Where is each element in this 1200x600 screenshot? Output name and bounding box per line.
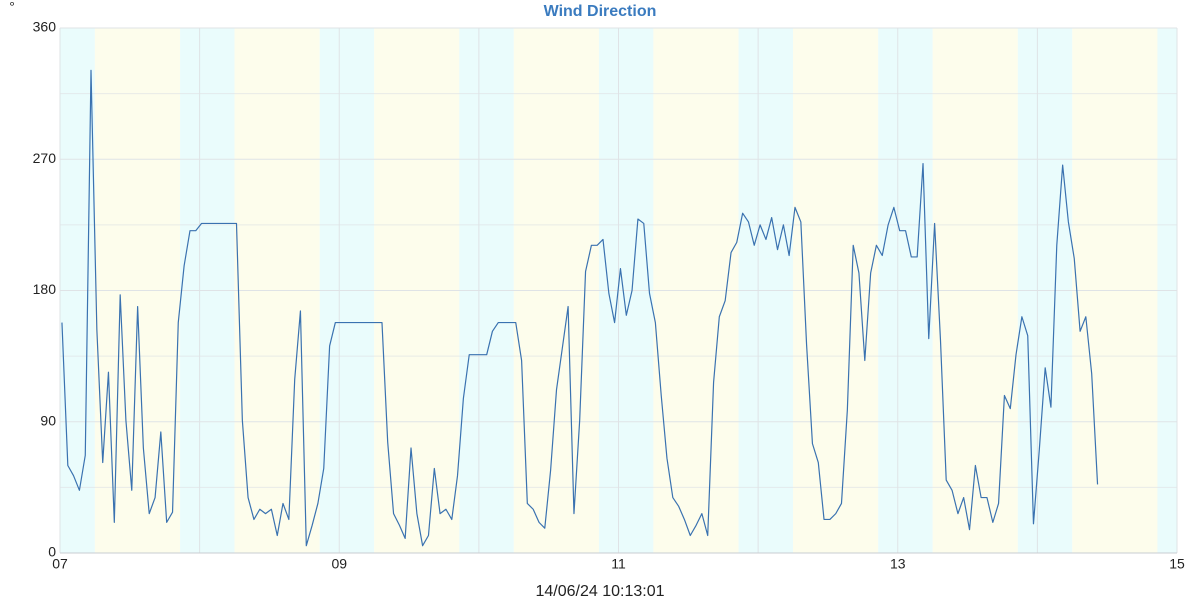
y-axis-unit: °	[9, 0, 15, 15]
y-tick-label: 0	[48, 544, 56, 560]
y-tick-label: 360	[33, 19, 57, 35]
x-tick-label: 13	[890, 556, 906, 572]
data-line	[61, 69, 1099, 547]
x-tick-label: 07	[52, 556, 68, 572]
x-tick-label: 09	[331, 556, 347, 572]
plot	[61, 69, 1099, 547]
timestamp: 14/06/24 10:13:01	[535, 583, 664, 600]
y-tick-label: 90	[40, 412, 56, 428]
y-tick-label: 180	[33, 281, 57, 297]
x-tick-label: 11	[611, 556, 626, 572]
y-tick-label: 270	[33, 150, 57, 166]
chart-title: Wind Direction	[544, 3, 657, 20]
x-tick-label: 15	[1169, 556, 1185, 572]
